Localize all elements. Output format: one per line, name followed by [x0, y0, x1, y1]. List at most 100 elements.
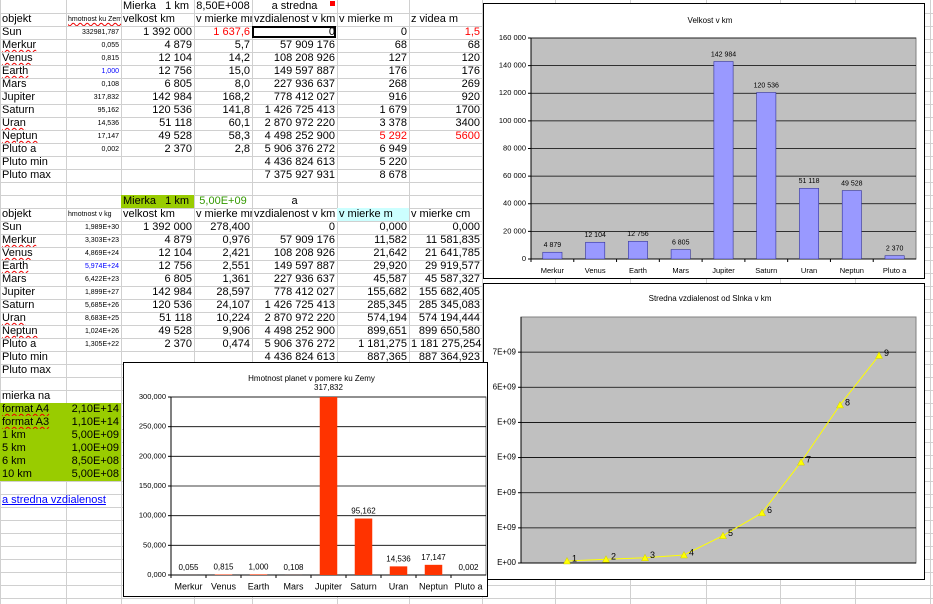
point-label: 1	[572, 553, 577, 563]
chart[interactable]: Velkost v km 0 20 000 40 000 60 000 80 000 100…	[483, 3, 925, 279]
cell: Saturn	[2, 299, 35, 311]
column-header: z videa m	[411, 13, 459, 25]
bar	[884, 255, 905, 259]
cell: 142 984	[152, 91, 192, 103]
cell: 6 805	[164, 273, 192, 285]
cell: 29,920	[373, 260, 407, 272]
y-tick-label: 140 000	[499, 61, 526, 70]
scale-note: a stredna	[271, 0, 318, 12]
y-tick-label: 150,000	[139, 481, 166, 490]
cell: 1 637,6	[213, 26, 250, 38]
cell: 68	[394, 39, 407, 51]
scale-factor: 5,00E+08	[66, 468, 121, 481]
cell: 8,683E+25	[84, 315, 119, 322]
column-header: v mierke mm	[196, 13, 252, 25]
cell: 1,899E+27	[84, 289, 119, 296]
chart[interactable]: Stredna vzdialenost od Slnka v km E+00 E+0…	[483, 283, 925, 580]
x-tick-label: Merkur	[541, 266, 565, 275]
cell: Earth	[2, 65, 29, 77]
hyperlink[interactable]: a stredna vzdialenost	[2, 494, 106, 506]
column-header: v mierke m	[339, 13, 393, 25]
y-tick-label: E+09	[497, 418, 516, 427]
point-label: 5	[728, 528, 733, 538]
cell: Venus	[2, 52, 33, 64]
scale-note: a	[291, 195, 298, 207]
cell: 60,1	[228, 117, 250, 129]
cell: 0	[400, 26, 407, 38]
cell: 8 678	[379, 169, 407, 181]
cell: 899 650,580	[418, 325, 480, 337]
cell: 0,815	[101, 55, 119, 62]
cell: 268	[388, 78, 407, 90]
y-tick-label: 100 000	[499, 116, 526, 125]
y-tick-label: 20 000	[503, 226, 526, 235]
cell: 2 370	[164, 338, 192, 350]
bar	[628, 241, 648, 259]
cell: 5 906 376 272	[264, 338, 335, 350]
y-tick-label: 0,000	[147, 570, 166, 579]
chart[interactable]: Hmotnost planet v pomere ku Zemy 0,000 50,…	[123, 362, 488, 597]
cell: 149 597 887	[273, 260, 335, 272]
cell: 0,108	[101, 81, 119, 88]
cell: Merkur	[2, 39, 37, 51]
y-tick-label: 200,000	[139, 451, 166, 460]
selected-cell[interactable]	[252, 26, 336, 38]
cell: 285 345,083	[418, 299, 480, 311]
cell: 45,587	[373, 273, 407, 285]
point-label: 9	[884, 348, 889, 358]
cell: 2,421	[222, 247, 250, 259]
x-tick-label: Earth	[248, 581, 270, 591]
cell: Jupiter	[2, 286, 36, 298]
data-label: 14,536	[386, 554, 411, 563]
cell: 51 118	[159, 312, 192, 324]
cell: 0,055	[101, 42, 119, 49]
cell: 57 909 176	[279, 234, 335, 246]
cell: 1,305E+22	[84, 341, 119, 348]
bar	[585, 241, 606, 259]
cell: 9,906	[222, 325, 250, 337]
cell: 176	[388, 65, 407, 77]
scale-factor: 1,00E+09	[66, 442, 121, 455]
cell: 120 536	[152, 299, 192, 311]
y-tick-label: 6E+09	[493, 382, 517, 391]
cell: 2,551	[222, 260, 250, 272]
column-header: velkost km	[123, 13, 175, 25]
cell: 4,869E+24	[84, 250, 119, 257]
bar	[713, 61, 734, 259]
cell: 4 879	[164, 234, 192, 246]
cell: 21,642	[373, 247, 407, 259]
y-tick-label: 120 000	[499, 88, 526, 97]
marker	[563, 556, 571, 565]
cell: 141,8	[222, 104, 250, 116]
cell: 176	[461, 65, 480, 77]
cell: 15,0	[228, 65, 250, 77]
x-tick-label: Jupiter	[712, 266, 735, 275]
x-tick-label: Neptun	[840, 266, 864, 275]
cell: 4 879	[164, 39, 192, 51]
column-header: hmotnost v kg	[68, 211, 112, 218]
cell: 4 436 824 613	[264, 156, 335, 168]
cell: 4 498 252 900	[264, 130, 335, 142]
cell: 168,2	[222, 91, 250, 103]
y-tick-label: 40 000	[503, 199, 526, 208]
cell: 4 436 824 613	[264, 351, 335, 363]
cell: 1 392 000	[143, 221, 192, 233]
cell: 127	[388, 52, 407, 64]
scale-title: Mierka 1 km	[121, 195, 194, 208]
cell: 8,0	[234, 78, 250, 90]
cell: 11 581,835	[425, 234, 480, 246]
column-header: vzdialenost v km	[254, 208, 336, 220]
chart-title: Hmotnost planet v pomere ku Zemy	[248, 374, 375, 383]
point-label: 4	[689, 547, 694, 557]
point-label: 7	[806, 454, 811, 464]
y-tick-label: 100,000	[139, 511, 166, 520]
cell: Uran	[2, 312, 26, 324]
cell: 1,361	[222, 273, 250, 285]
cell: 574 194,444	[418, 312, 480, 324]
scale-name: 5 km	[0, 442, 66, 455]
cell: 574,194	[367, 312, 407, 324]
cell: 317,832	[93, 94, 119, 101]
cell: 155,682	[367, 286, 407, 298]
scales-title: mierka na	[2, 390, 51, 402]
data-label: 49 528	[841, 180, 863, 187]
